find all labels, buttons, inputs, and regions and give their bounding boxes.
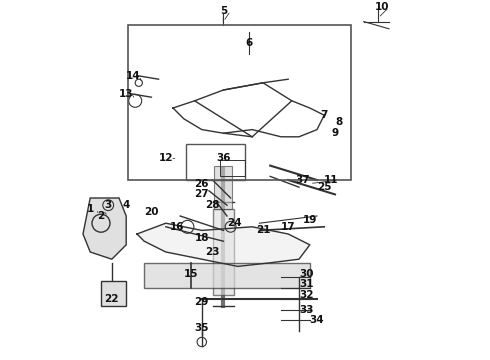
Text: 2: 2 — [98, 211, 105, 221]
Text: 26: 26 — [195, 179, 209, 189]
Text: 37: 37 — [295, 175, 310, 185]
Text: 15: 15 — [184, 269, 198, 279]
Bar — [144, 263, 310, 288]
Text: 8: 8 — [335, 117, 342, 127]
Text: 35: 35 — [195, 323, 209, 333]
Text: 1: 1 — [87, 204, 94, 214]
Text: 28: 28 — [205, 200, 220, 210]
Text: 20: 20 — [144, 207, 159, 217]
Polygon shape — [101, 281, 126, 306]
Text: 18: 18 — [195, 233, 209, 243]
Text: 34: 34 — [310, 315, 324, 325]
Text: 17: 17 — [281, 222, 295, 232]
Text: 12: 12 — [159, 153, 173, 163]
Text: 22: 22 — [104, 294, 119, 304]
Bar — [220, 160, 245, 176]
Text: 19: 19 — [303, 215, 317, 225]
Text: 36: 36 — [216, 153, 231, 163]
Text: 13: 13 — [119, 89, 133, 99]
Bar — [128, 25, 351, 180]
Text: 32: 32 — [299, 290, 314, 300]
Text: 21: 21 — [256, 225, 270, 235]
Text: 10: 10 — [374, 2, 389, 12]
Text: 31: 31 — [299, 279, 314, 289]
Text: 4: 4 — [122, 200, 130, 210]
Polygon shape — [83, 198, 126, 259]
Text: 27: 27 — [195, 189, 209, 199]
Bar — [186, 144, 245, 180]
Text: 29: 29 — [195, 297, 209, 307]
Text: 9: 9 — [331, 128, 339, 138]
Text: 16: 16 — [170, 222, 184, 232]
Text: 6: 6 — [245, 38, 252, 48]
Bar — [215, 166, 232, 209]
Text: 5: 5 — [220, 6, 227, 16]
Text: 11: 11 — [324, 175, 339, 185]
Text: 7: 7 — [320, 110, 328, 120]
Text: 24: 24 — [227, 218, 242, 228]
Text: 25: 25 — [317, 182, 331, 192]
Text: 14: 14 — [126, 71, 141, 81]
Polygon shape — [137, 223, 310, 266]
Bar — [213, 209, 234, 295]
Text: 23: 23 — [205, 247, 220, 257]
Text: 3: 3 — [104, 200, 112, 210]
Text: 30: 30 — [299, 269, 314, 279]
Text: 33: 33 — [299, 305, 314, 315]
